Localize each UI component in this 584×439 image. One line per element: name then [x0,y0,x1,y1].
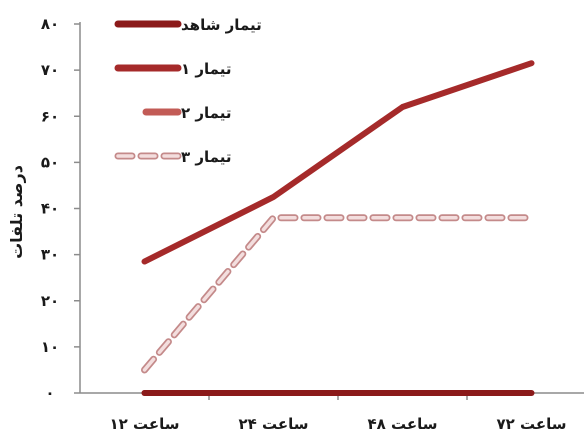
y-tick-labels: ۰ ۱۰ ۲۰ ۳۰ ۴۰ ۵۰ ۶۰ ۷۰ ۸۰ [41,15,59,402]
x-tick-labels: ۱۲ ساعت ۲۴ ساعت ۴۸ ساعت ۷۲ ساعت [109,415,566,433]
y-tick-label: ۲۰ [41,292,59,310]
y-tick-label: ۶۰ [41,107,59,125]
series-line-3-fill [142,215,534,372]
x-tick-label: ۴۸ ساعت [367,415,437,433]
legend: تیمار شاهد تیمار ۱ تیمار ۲ تیمار ۳ [114,16,262,166]
series-line-3-outline [141,214,535,374]
legend-label: تیمار ۳ [181,148,231,166]
axes [74,22,584,400]
x-tick-label: ۲۴ ساعت [238,415,308,433]
y-tick-label: ۰ [45,384,54,402]
y-tick-label: ۵۰ [41,153,59,171]
y-tick-label: ۱۰ [41,338,59,356]
y-tick-label: ۷۰ [41,61,59,79]
legend-label: تیمار ۱ [181,60,231,78]
x-tick-label: ۱۲ ساعت [109,415,179,433]
y-axis-title: درصد تلفات [7,165,26,259]
y-tick-label: ۸۰ [41,15,59,33]
y-tick-label: ۴۰ [41,200,59,218]
x-tick-label: ۷۲ ساعت [496,415,566,433]
legend-label: تیمار شاهد [181,16,262,34]
y-tick-label: ۳۰ [41,246,59,264]
series-lines [141,60,535,396]
series-line-1 [141,60,535,265]
legend-label: تیمار ۲ [181,104,231,122]
